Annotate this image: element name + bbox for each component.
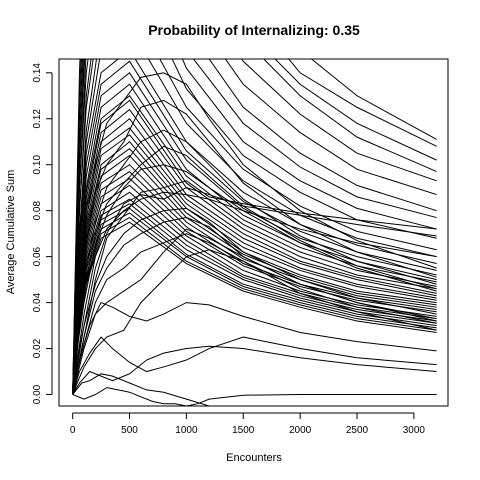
x-axis-label: Encounters (226, 452, 282, 464)
series-line-1 (72, 59, 437, 395)
y-axis: 0.00 0.02 0.04 0.06 0.08 0.10 0.12 0.14 (32, 63, 53, 404)
y-axis-label: Average Cumulative Sum (5, 170, 17, 295)
x-tick-label: 3000 (403, 425, 426, 436)
series-line-38 (72, 99, 437, 395)
series-line-52 (72, 345, 437, 395)
series-line-39 (72, 129, 437, 395)
series-line-12 (72, 59, 437, 395)
x-axis: 0 500 1000 1500 2000 2500 3000 (70, 412, 426, 436)
series-line-27 (72, 170, 437, 395)
series-line-10 (72, 59, 437, 395)
x-tick-label: 0 (70, 425, 76, 436)
series-line-17 (72, 95, 437, 395)
series-line-51 (72, 336, 437, 395)
series-line-43 (72, 187, 437, 395)
x-tick-label: 2000 (289, 425, 312, 436)
series-line-53 (72, 373, 217, 406)
series-line-50 (72, 301, 437, 395)
series-line-49 (72, 249, 437, 395)
series-line-5 (72, 59, 437, 395)
y-tick-label: 0.10 (32, 155, 43, 175)
series-layer (72, 59, 437, 406)
x-tick-label: 1500 (232, 425, 255, 436)
series-line-15 (72, 72, 437, 395)
x-tick-label: 500 (121, 425, 138, 436)
y-tick-label: 0.08 (32, 201, 43, 221)
series-line-21 (72, 127, 437, 395)
y-tick-label: 0.12 (32, 109, 43, 129)
series-line-8 (72, 59, 437, 395)
series-line-2 (72, 59, 437, 395)
series-line-24 (72, 147, 437, 395)
y-tick-label: 0.02 (32, 338, 43, 358)
x-tick-label: 1000 (175, 425, 198, 436)
series-line-48 (72, 228, 437, 395)
y-tick-label: 0.04 (32, 292, 43, 312)
series-line-6 (72, 59, 437, 395)
y-tick-label: 0.00 (32, 384, 43, 404)
series-line-3 (72, 59, 437, 395)
series-line-40 (72, 145, 437, 395)
series-line-7 (72, 59, 437, 395)
chart-title: Probability of Internalizing: 0.35 (148, 22, 360, 38)
series-line-13 (72, 59, 437, 395)
series-line-41 (72, 164, 437, 395)
plot-frame (58, 58, 449, 407)
series-line-45 (72, 207, 437, 395)
series-line-54 (72, 387, 437, 406)
x-tick-label: 2500 (346, 425, 369, 436)
series-line-4 (72, 59, 437, 395)
y-tick-label: 0.14 (32, 63, 43, 83)
series-line-37 (72, 72, 437, 395)
series-line-42 (72, 191, 437, 395)
y-tick-label: 0.06 (32, 246, 43, 266)
